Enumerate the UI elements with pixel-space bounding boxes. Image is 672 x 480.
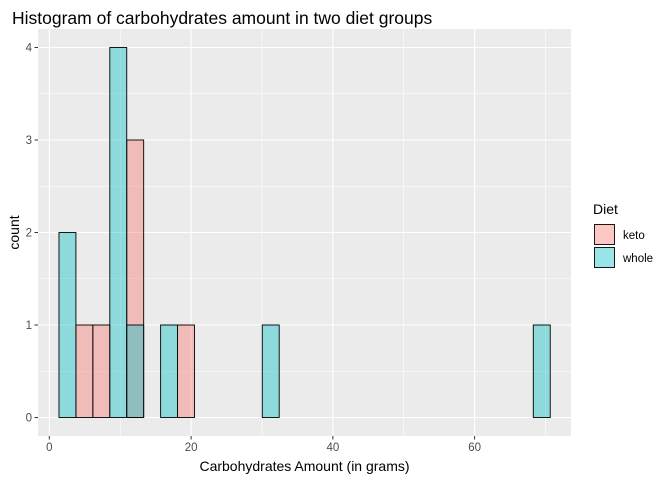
bar-keto: [177, 324, 195, 418]
bar-whole: [532, 324, 551, 418]
y-tick-label: 4: [26, 43, 33, 55]
legend-key-whole: [594, 247, 615, 268]
axis-ticks: 0 20 40 60 0 1 2 3 4: [26, 43, 481, 455]
bar-whole: [58, 232, 77, 418]
legend-label-keto: keto: [623, 230, 645, 242]
legend-label-whole: whole: [622, 253, 653, 265]
bar-keto: [75, 324, 94, 418]
histogram-bars: [58, 47, 551, 418]
x-tick-label: 40: [326, 442, 339, 454]
x-tick-label: 20: [185, 442, 198, 454]
bar-whole: [160, 324, 179, 418]
x-axis-title: Carbohydrates Amount (in grams): [199, 458, 409, 474]
y-tick-label: 0: [26, 413, 32, 425]
legend-title: Diet: [593, 201, 618, 217]
x-tick-label: 0: [46, 442, 52, 454]
legend: Diet keto whole: [593, 201, 653, 268]
y-axis-title: count: [6, 215, 22, 249]
y-tick-label: 1: [26, 320, 32, 332]
legend-key-keto: [594, 224, 615, 245]
x-tick-label: 60: [468, 442, 481, 454]
bar-whole: [261, 324, 280, 418]
y-tick-label: 3: [26, 135, 32, 147]
bar-whole: [109, 47, 128, 418]
bar-keto: [92, 324, 111, 418]
bar-whole: [126, 324, 145, 418]
chart-title: Histogram of carbohydrates amount in two…: [12, 8, 432, 28]
y-tick-label: 2: [26, 228, 32, 240]
